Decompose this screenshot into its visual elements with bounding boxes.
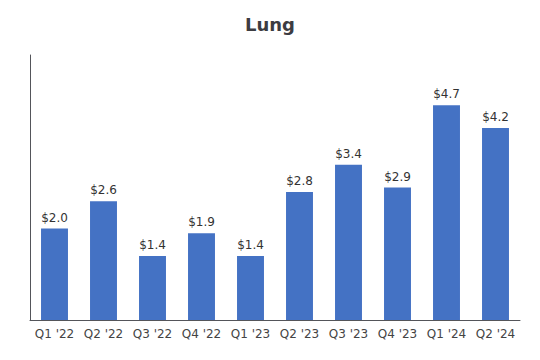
svg-text:$2.8: $2.8 [286,174,313,188]
svg-text:$1.4: $1.4 [237,238,264,252]
svg-text:Q1 '24: Q1 '24 [427,327,466,341]
svg-text:Q4 '22: Q4 '22 [182,327,221,341]
svg-text:$4.7: $4.7 [433,87,460,101]
svg-text:Q2 '22: Q2 '22 [84,327,123,341]
svg-text:Q2 '23: Q2 '23 [280,327,319,341]
svg-text:$1.9: $1.9 [188,215,215,229]
svg-text:$4.2: $4.2 [482,110,509,124]
svg-text:$2.6: $2.6 [90,183,117,197]
svg-text:Lung: Lung [245,14,295,35]
svg-text:$2.9: $2.9 [384,170,411,184]
svg-text:Q2 '24: Q2 '24 [476,327,515,341]
svg-text:Q3 '23: Q3 '23 [329,327,368,341]
svg-text:$2.0: $2.0 [41,211,68,225]
svg-text:Q4 '23: Q4 '23 [378,327,417,341]
svg-text:Q1 '22: Q1 '22 [35,327,74,341]
svg-text:Q3 '22: Q3 '22 [133,327,172,341]
svg-text:$3.4: $3.4 [335,147,362,161]
svg-text:Q1 '23: Q1 '23 [231,327,270,341]
svg-text:$1.4: $1.4 [139,238,166,252]
